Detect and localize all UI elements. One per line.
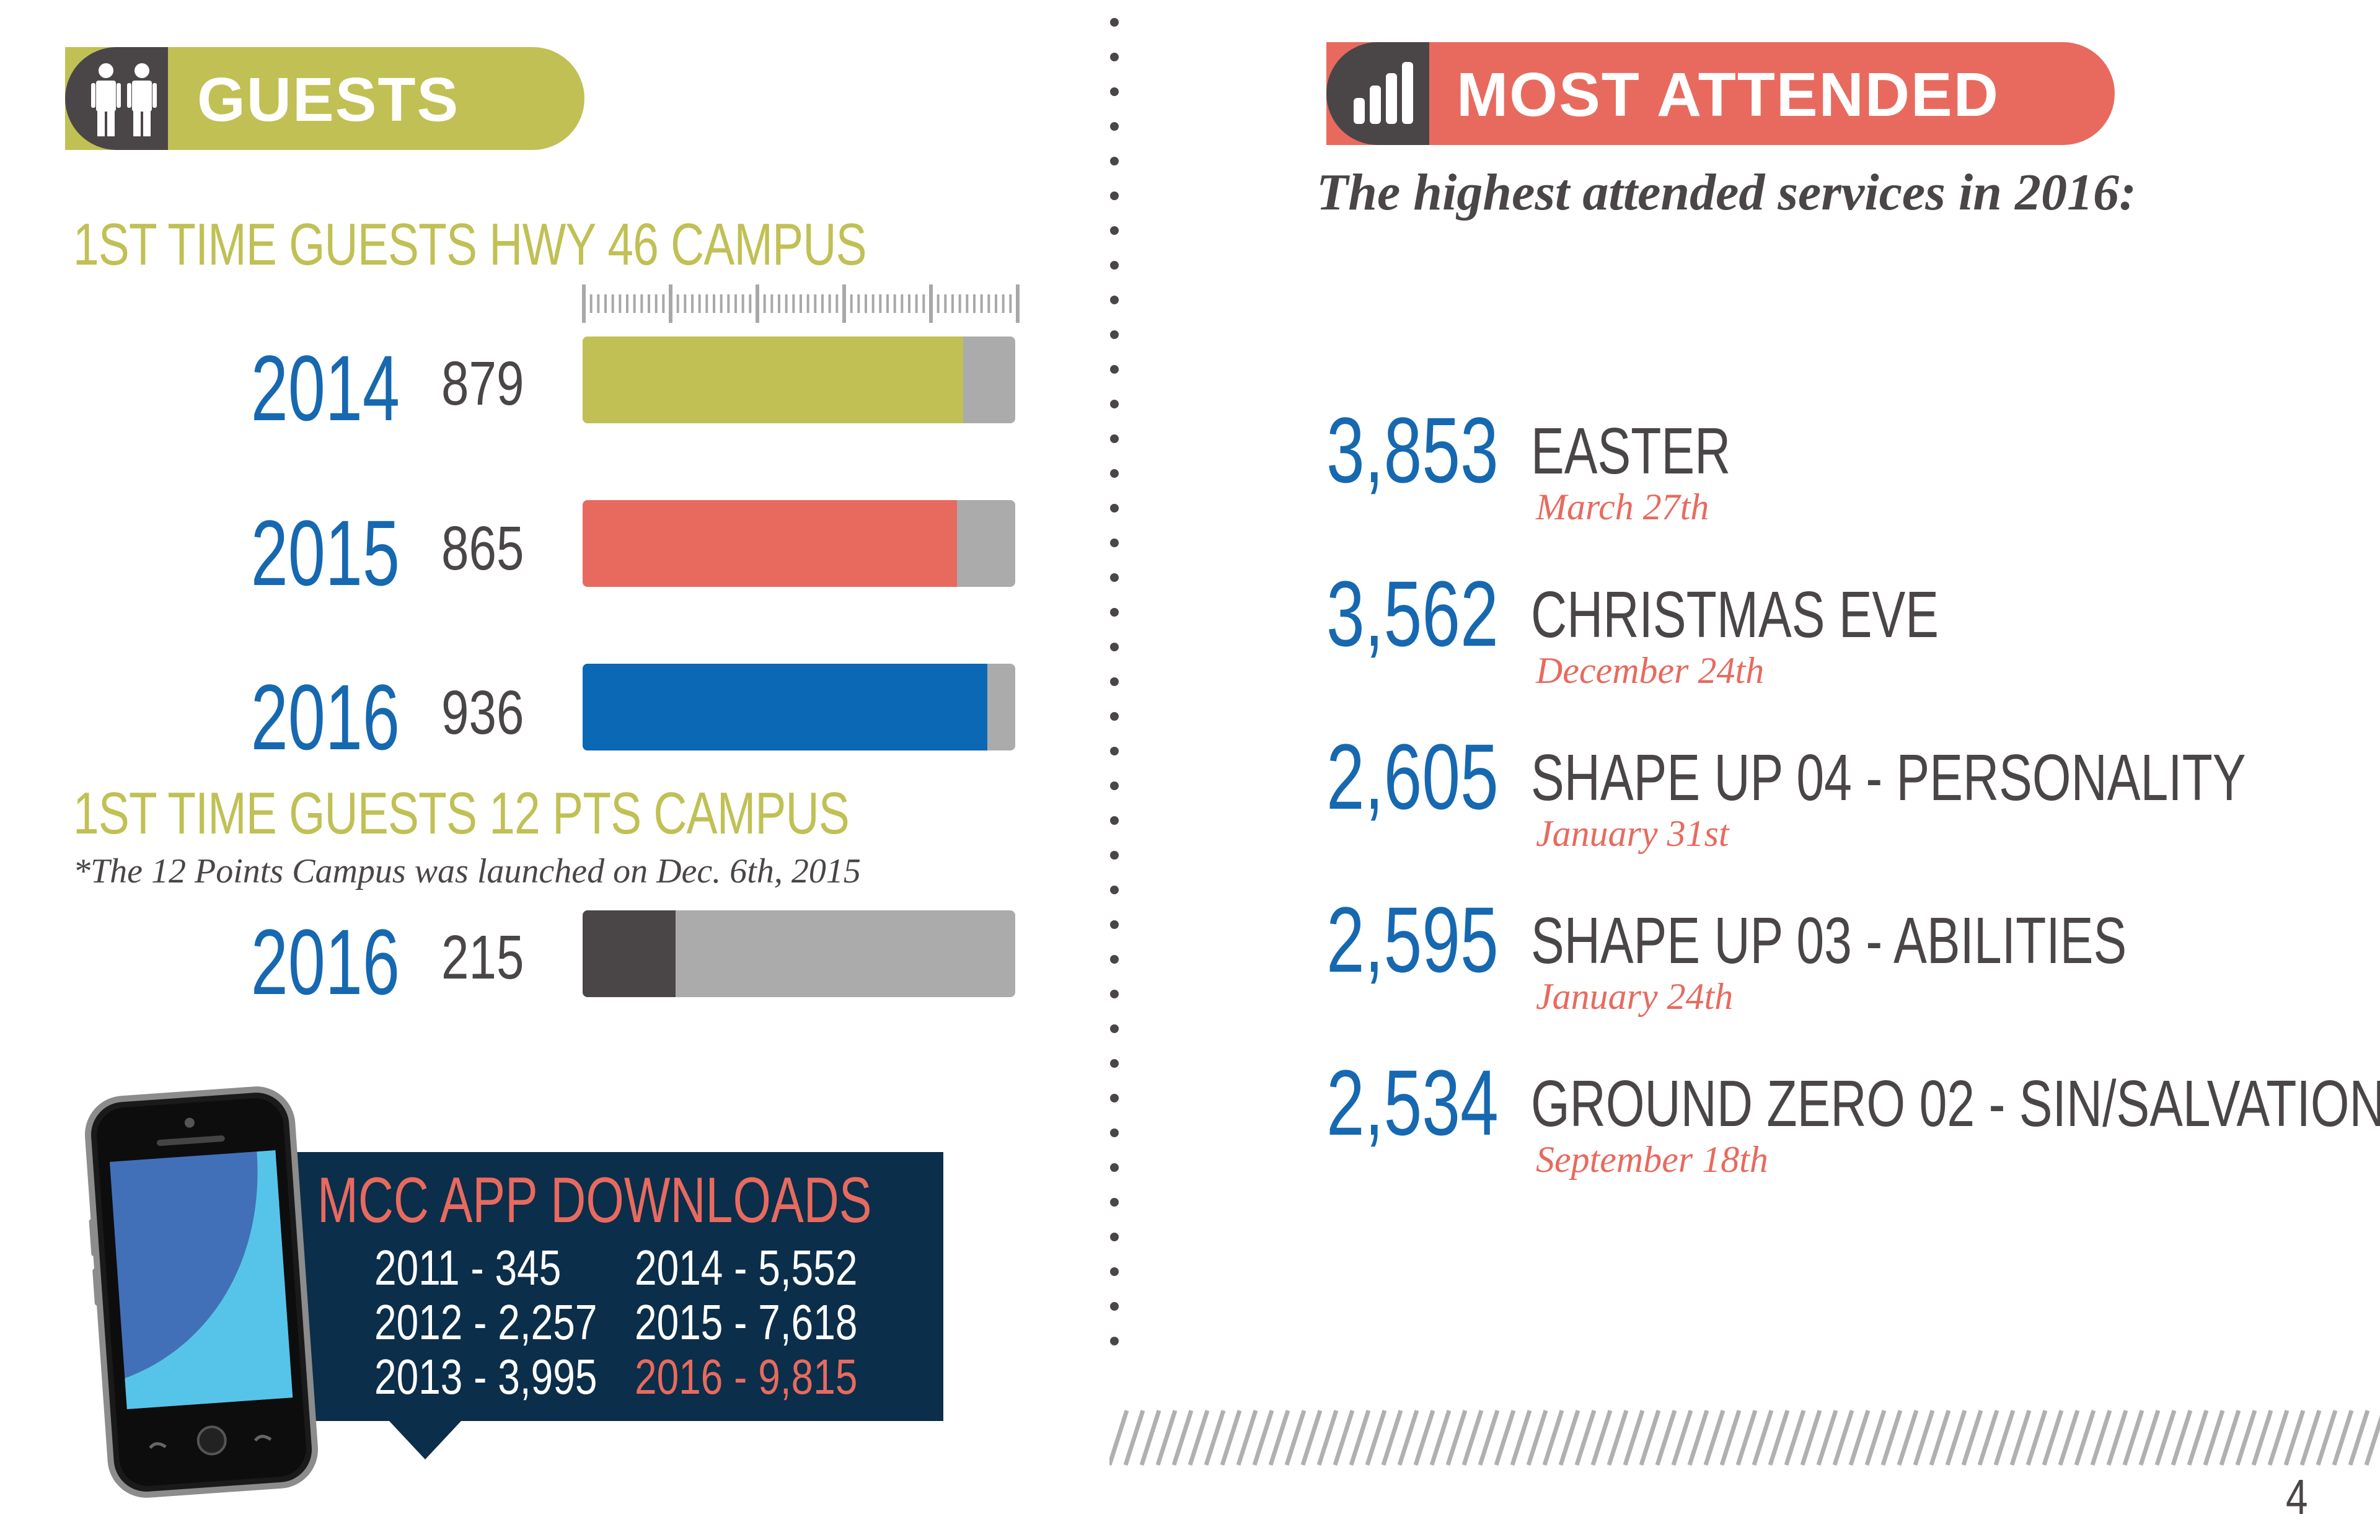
hwy46-year-2014: 2014: [250, 336, 400, 440]
attended-date-2: December 24th: [1536, 650, 1765, 691]
attended-label-3: SHAPE UP 04 - PERSONALITY: [1531, 741, 2246, 814]
attended-date-5: September 18th: [1536, 1139, 1768, 1180]
pts12-count-2016: 215: [441, 923, 524, 992]
attended-number-1: 3,853: [1326, 398, 1499, 502]
downloads-2011: 2011 - 345: [374, 1240, 562, 1295]
hwy46-bar-2015: [583, 500, 1015, 587]
bar-chart-icon: [1349, 59, 1417, 128]
app-downloads-panel: [268, 1152, 943, 1421]
hwy46-bar-fill-2016: [583, 664, 987, 750]
pts12-note: *The 12 Points Campus was launched on De…: [73, 852, 861, 891]
downloads-2012: 2012 - 2,257: [374, 1295, 597, 1350]
app-downloads-title: MCC APP DOWNLOADS: [317, 1164, 872, 1236]
attended-label-5: GROUND ZERO 02 - SIN/SALVATION: [1531, 1067, 2380, 1140]
attended-number-5: 2,534: [1326, 1050, 1499, 1155]
downloads-2016: 2016 - 9,815: [635, 1349, 858, 1404]
downloads-2015: 2015 - 7,618: [635, 1295, 858, 1350]
attended-date-3: January 31st: [1536, 813, 1729, 854]
attended-label-1: EASTER: [1531, 415, 1731, 488]
hwy46-bar-fill-2015: [583, 500, 957, 587]
guests-header-label: GUESTS: [197, 65, 460, 134]
scale-ruler: [581, 282, 1020, 325]
dotted-divider: [1108, 12, 1121, 1376]
hwy46-count-2014: 879: [441, 349, 524, 418]
hwy46-year-2015: 2015: [250, 501, 400, 605]
smartphone-icon: [81, 1081, 322, 1503]
downloads-2014: 2014 - 5,552: [635, 1240, 858, 1295]
attended-date-4: January 24th: [1536, 976, 1734, 1017]
most-attended-header-label: MOST ATTENDED: [1457, 60, 1999, 130]
most-attended-subtitle: The highest attended services in 2016:: [1316, 164, 2136, 221]
hwy46-bar-fill-2014: [583, 337, 963, 423]
hwy46-count-2016: 936: [441, 678, 524, 747]
pts12-year-2016: 2016: [250, 910, 400, 1014]
pts12-bar-fill-2016: [583, 910, 676, 997]
pts12-title: 1ST TIME GUESTS 12 PTS CAMPUS: [73, 780, 850, 847]
hatched-footer-band: [1107, 1408, 2380, 1467]
hwy46-title: 1ST TIME GUESTS HWY 46 CAMPUS: [73, 211, 867, 278]
hwy46-bar-2016: [583, 664, 1015, 750]
attended-label-4: SHAPE UP 03 - ABILITIES: [1531, 904, 2127, 977]
hwy46-year-2016: 2016: [250, 665, 400, 769]
attended-label-2: CHRISTMAS EVE: [1531, 578, 1939, 651]
hwy46-bar-2014: [583, 337, 1015, 423]
attended-number-4: 2,595: [1326, 887, 1499, 992]
hwy46-count-2015: 865: [441, 514, 524, 583]
page-number: 4: [2286, 1469, 2308, 1525]
downloads-2013: 2013 - 3,995: [374, 1349, 597, 1404]
panel-pointer: [389, 1421, 461, 1459]
attended-number-3: 2,605: [1326, 724, 1499, 829]
people-icon: [84, 59, 164, 140]
attended-number-2: 3,562: [1326, 561, 1499, 666]
attended-date-1: March 27th: [1536, 486, 1709, 527]
most-attended-header: [1326, 42, 2115, 145]
pts12-bar-2016: [583, 910, 1015, 997]
